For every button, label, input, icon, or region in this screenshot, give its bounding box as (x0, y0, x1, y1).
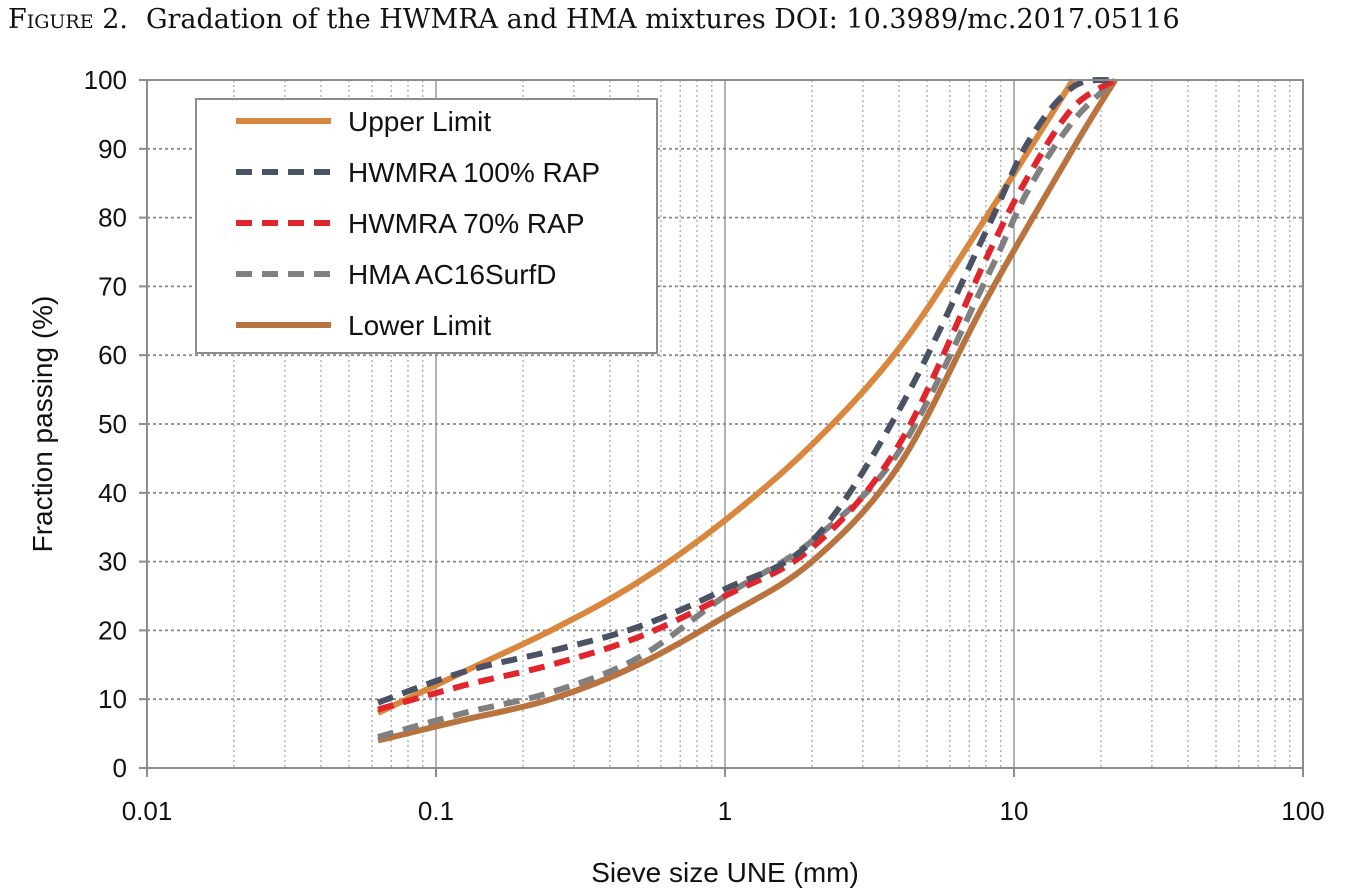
legend-label: HMA AC16SurfD (348, 259, 557, 290)
figure-caption: Figure 2. Gradation of the HWMRA and HMA … (8, 4, 1358, 35)
y-tick-label: 70 (98, 271, 127, 301)
series-group (376, 76, 1118, 744)
y-tick-label: 10 (98, 684, 127, 714)
y-tick-label: 60 (98, 340, 127, 370)
x-tick-label: 0.01 (122, 796, 173, 826)
y-tick-label: 50 (98, 409, 127, 439)
legend: Upper Limit HWMRA 100% RAP HWMRA 70% RAP HM… (195, 98, 658, 354)
legend-label: HWMRA 100% RAP (348, 157, 600, 188)
legend-label: Upper Limit (348, 106, 491, 137)
series-line-2 (377, 77, 1117, 713)
y-axis: 0 10 20 30 40 50 60 70 80 90 100 (84, 65, 147, 783)
y-axis-label: Fraction passing (%) (27, 296, 58, 553)
x-axis-label: Sieve size UNE (mm) (591, 857, 859, 888)
y-tick-label: 0 (113, 753, 127, 783)
x-tick-label: 10 (1000, 796, 1029, 826)
series-line-1 (376, 76, 1116, 706)
series-line-4 (377, 78, 1118, 744)
y-tick-label: 80 (98, 203, 127, 233)
x-tick-label: 0.1 (418, 796, 454, 826)
y-tick-label: 100 (84, 65, 127, 95)
y-tick-label: 90 (98, 134, 127, 164)
series-line-3 (377, 77, 1118, 740)
y-tick-label: 20 (98, 615, 127, 645)
legend-label: Lower Limit (348, 310, 491, 341)
figure-caption-text: Gradation of the HWMRA and HMA mixtures … (145, 4, 1180, 35)
y-tick-label: 40 (98, 478, 127, 508)
x-tick-label: 1 (718, 796, 732, 826)
figure-label: Figure 2. (8, 4, 128, 35)
y-tick-label: 30 (98, 547, 127, 577)
series-line-0 (376, 78, 1076, 716)
x-tick-label: 100 (1281, 796, 1324, 826)
legend-label: HWMRA 70% RAP (348, 208, 585, 239)
x-axis: 0.01 0.1 1 10 100 (122, 768, 1325, 826)
